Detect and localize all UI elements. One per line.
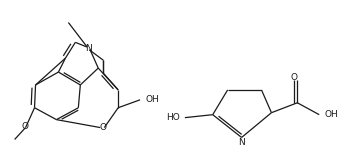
Text: N: N: [85, 44, 92, 53]
Text: N: N: [238, 138, 245, 147]
Text: OH: OH: [325, 111, 339, 119]
Text: HO: HO: [166, 113, 179, 122]
Text: O: O: [99, 123, 106, 132]
Text: O: O: [291, 73, 297, 82]
Text: O: O: [22, 122, 29, 131]
Text: OH: OH: [145, 95, 159, 104]
